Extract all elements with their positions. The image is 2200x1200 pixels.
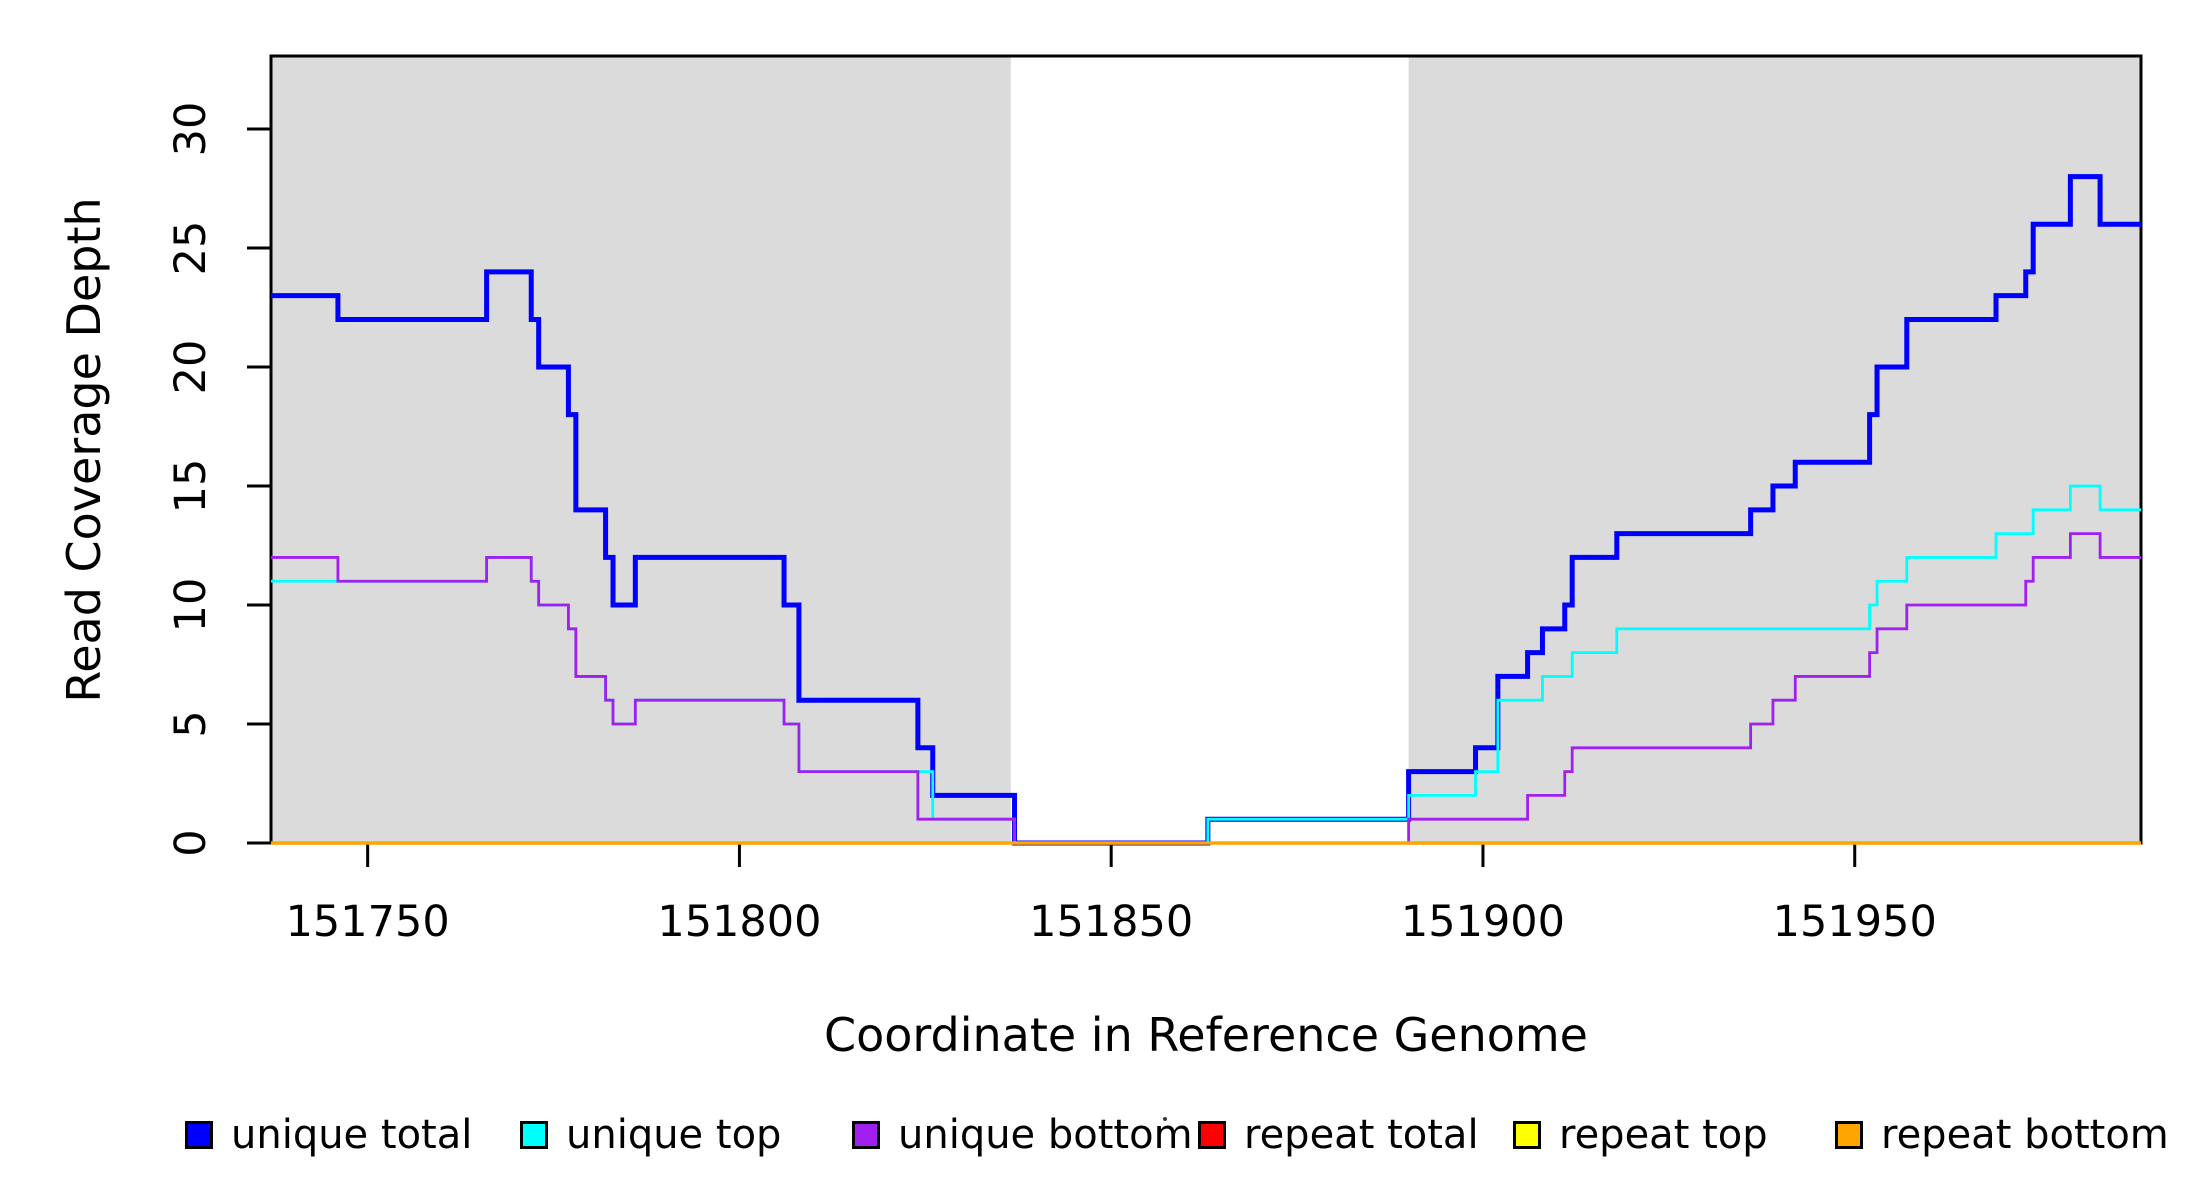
y-tick-label: 10 [166,578,216,633]
y-tick-label: 25 [166,221,216,276]
x-tick-label: 151750 [286,897,450,947]
y-tick-label: 5 [166,710,216,737]
x-axis-title: Coordinate in Reference Genome [824,1008,1588,1062]
x-tick-label: 151950 [1773,897,1937,947]
shaded-region [1408,56,2141,843]
x-tick-label: 151800 [657,897,821,947]
series-line-unique-bottom [271,532,2141,845]
y-tick-label: 15 [166,459,216,514]
y-tick-label: 0 [166,829,216,856]
x-tick-label: 151850 [1029,897,1193,947]
series-line-unique-total [271,174,2141,846]
y-axis-title: Read Coverage Depth [57,197,111,703]
y-tick-label: 20 [166,340,216,395]
x-tick-label: 151900 [1401,897,1565,947]
y-tick-label: 30 [166,102,216,157]
shaded-region [271,56,1011,843]
stray-mark-dot [1163,1117,1167,1121]
